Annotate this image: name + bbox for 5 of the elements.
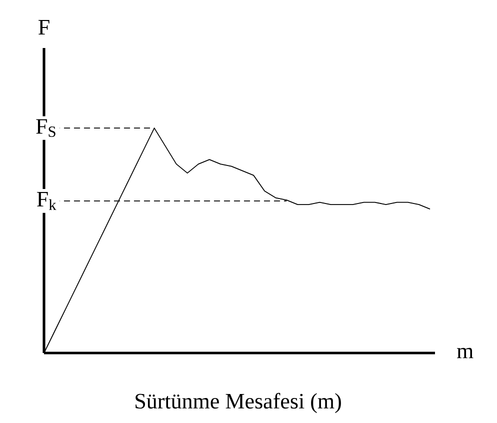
x-axis-title: m: [456, 348, 474, 358]
text: Sürtünme Mesafesi (m): [136, 392, 341, 414]
y-axis-title: F: [38, 20, 50, 34]
ref-line-label: F$_{k}$: [36, 192, 56, 210]
ref-line-label: F$_{S}$: [36, 119, 56, 137]
